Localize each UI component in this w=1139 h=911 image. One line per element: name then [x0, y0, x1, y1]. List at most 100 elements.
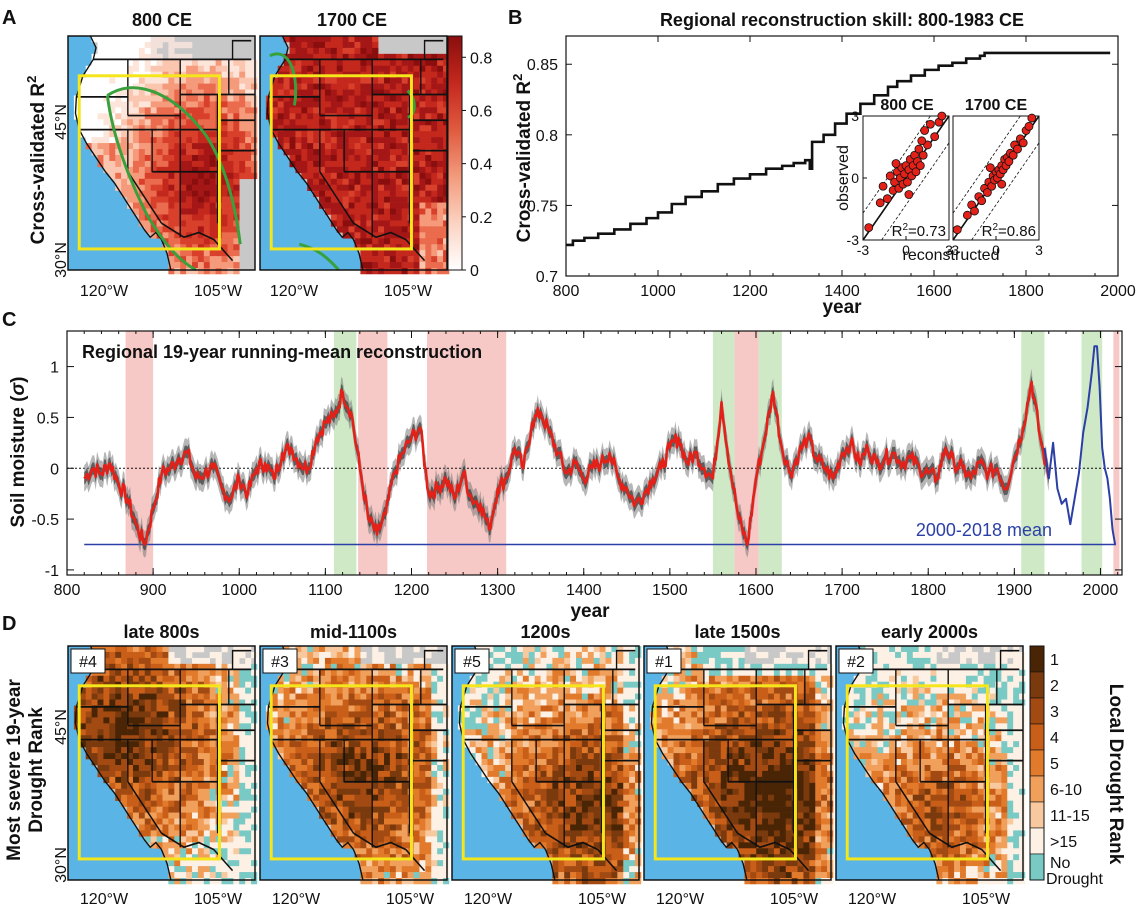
- grid-cell: [156, 36, 163, 43]
- grid-cell: [215, 59, 222, 67]
- grid-cell: [437, 824, 444, 831]
- grid-cell: [174, 735, 181, 742]
- grid-cell: [192, 842, 199, 849]
- grid-cell: [301, 107, 308, 114]
- grid-cell: [150, 160, 157, 168]
- lon-tick-105w: 105°W: [194, 283, 243, 300]
- grid-cell: [277, 735, 284, 742]
- grid-cell: [168, 160, 175, 168]
- grid-cell: [330, 735, 338, 742]
- grid-cell: [156, 830, 163, 837]
- grid-cell: [174, 125, 181, 132]
- grid-cell: [336, 41, 343, 49]
- grid-cell: [395, 113, 403, 120]
- grid-cell: [378, 59, 385, 67]
- grid-cell: [360, 687, 367, 694]
- grid-cell: [203, 741, 211, 748]
- grid-cell: [97, 137, 104, 144]
- grid-cell: [233, 794, 240, 801]
- grid-cell: [511, 646, 518, 653]
- grid-cell: [221, 244, 228, 251]
- grid-cell: [109, 741, 116, 748]
- grid-cell: [499, 699, 506, 706]
- grid-cell: [534, 741, 541, 748]
- coastline: [74, 645, 172, 881]
- grid-cell: [431, 788, 438, 796]
- y-tick-label: -1: [45, 563, 59, 580]
- grid-cell: [162, 646, 169, 653]
- grid-cell: [552, 646, 559, 653]
- grid-cell: [511, 663, 518, 671]
- grid-cell: [360, 830, 367, 837]
- grid-cell: [295, 160, 302, 168]
- grid-cell: [342, 782, 349, 790]
- grid-cell: [295, 113, 302, 120]
- x-tick-label: 1400: [566, 582, 602, 599]
- grid-cell: [144, 729, 151, 736]
- grid-cell: [564, 723, 571, 730]
- grid-cell: [197, 854, 205, 861]
- grid-cell: [186, 119, 193, 126]
- grid-cell: [469, 693, 476, 700]
- grid-cell: [348, 723, 355, 730]
- grid-cell: [419, 160, 426, 168]
- grid-cell: [289, 735, 296, 742]
- grid-cell: [413, 125, 420, 132]
- grid-cell: [192, 154, 199, 162]
- grid-cell: [342, 824, 349, 831]
- grid-cell: [121, 675, 128, 682]
- grid-cell: [348, 800, 355, 807]
- grid-cell: [85, 65, 92, 72]
- grid-cell: [162, 125, 169, 132]
- grid-cell: [324, 47, 332, 55]
- grid-cell: [360, 663, 367, 671]
- grid-cell: [121, 669, 128, 677]
- grid-cell: [354, 131, 361, 138]
- grid-cell: [197, 663, 205, 671]
- grid-cell: [587, 687, 595, 694]
- grid-cell: [546, 657, 553, 665]
- grid-cell: [330, 699, 338, 706]
- grid-cell: [295, 59, 302, 67]
- grid-cell: [623, 681, 630, 688]
- grid-cell: [558, 729, 565, 736]
- grid-cell: [138, 36, 146, 43]
- grid-cell: [197, 747, 205, 754]
- grid-cell: [431, 735, 438, 742]
- grid-cell: [413, 770, 420, 778]
- grid-cell: [79, 741, 87, 748]
- grid-cell: [389, 747, 397, 754]
- grid-cell: [342, 131, 349, 138]
- grid-cell: [413, 794, 420, 801]
- grid-cell: [401, 119, 408, 126]
- grid-cell: [283, 699, 290, 706]
- grid-cell: [623, 651, 630, 659]
- grid-cell: [354, 770, 361, 778]
- grid-cell: [401, 878, 408, 885]
- grid-cell: [162, 113, 169, 120]
- grid-cell: [277, 131, 284, 138]
- grid-cell: [443, 729, 450, 736]
- grid-cell: [401, 77, 408, 84]
- grid-cell: [516, 759, 524, 766]
- grid-cell: [419, 232, 426, 239]
- grid-cell: [623, 699, 630, 706]
- grid-cell: [564, 693, 571, 700]
- grid-cell: [372, 244, 379, 251]
- grid-cell: [245, 860, 252, 867]
- grid-cell: [233, 687, 240, 694]
- grid-cell: [401, 830, 408, 837]
- grid-cell: [277, 747, 284, 754]
- grid-cell: [629, 699, 636, 706]
- grid-cell: [475, 717, 482, 724]
- grid-cell: [378, 250, 385, 257]
- grid-cell: [186, 143, 193, 150]
- grid-cell: [324, 113, 332, 120]
- grid-cell: [203, 107, 211, 114]
- grid-cell: [251, 149, 258, 156]
- grid-cell: [307, 137, 314, 144]
- grid-cell: [233, 651, 240, 659]
- grid-cell: [132, 131, 140, 138]
- grid-cell: [162, 836, 169, 843]
- grid-cell: [360, 184, 367, 191]
